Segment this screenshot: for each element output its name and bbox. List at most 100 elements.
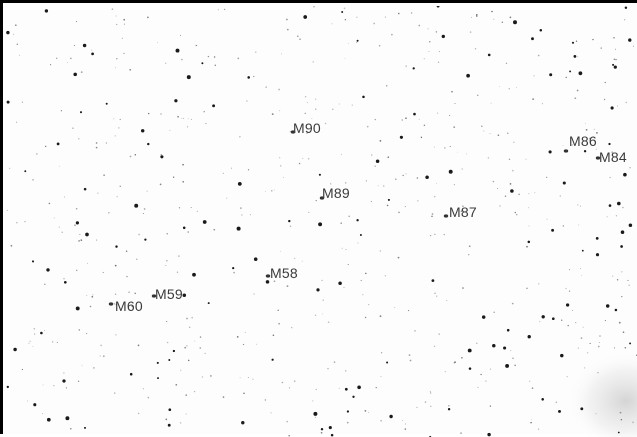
star: [84, 426, 86, 429]
star: [140, 129, 145, 133]
star: [417, 200, 419, 202]
star: [346, 410, 350, 413]
star: [380, 376, 382, 378]
star: [86, 333, 88, 335]
star: [571, 144, 573, 146]
star: [74, 224, 76, 227]
star: [404, 206, 406, 208]
star: [609, 176, 611, 179]
star: [286, 420, 289, 423]
galaxy-mark-m90: [290, 130, 296, 134]
star: [136, 258, 138, 260]
star: [75, 221, 79, 225]
star: [402, 174, 404, 177]
star: [338, 387, 340, 389]
star: [599, 342, 601, 343]
star: [32, 179, 34, 181]
star: [322, 313, 324, 315]
star: [465, 153, 467, 155]
star: [454, 102, 456, 105]
star: [597, 345, 600, 348]
star: [474, 48, 477, 50]
star: [207, 302, 210, 305]
star: [345, 182, 347, 184]
galaxy-mark-m89: [319, 196, 325, 200]
star: [9, 167, 11, 169]
star: [115, 245, 118, 248]
star: [539, 321, 541, 323]
star: [129, 372, 133, 376]
star: [303, 15, 308, 19]
star: [526, 245, 528, 248]
star: [230, 167, 232, 169]
star: [65, 387, 67, 389]
star: [338, 103, 340, 105]
star: [288, 434, 291, 437]
star: [597, 371, 599, 374]
star: [116, 23, 118, 26]
star: [105, 142, 107, 144]
star: [490, 368, 491, 370]
star: [513, 141, 515, 144]
star: [600, 47, 602, 49]
star: [405, 117, 407, 120]
star: [193, 390, 196, 393]
star: [185, 394, 187, 396]
star: [538, 428, 540, 430]
star: [368, 411, 370, 413]
star: [271, 358, 274, 361]
star: [182, 180, 185, 183]
star: [531, 387, 534, 389]
star: [313, 6, 315, 8]
star: [402, 419, 404, 421]
star: [6, 30, 10, 35]
star: [568, 290, 571, 292]
star: [460, 432, 462, 434]
star: [476, 15, 478, 17]
star: [493, 18, 495, 20]
star: [58, 165, 60, 167]
star: [278, 322, 280, 325]
star: [119, 185, 121, 187]
star: [56, 341, 58, 344]
star: [410, 12, 413, 14]
star: [134, 153, 137, 156]
star: [289, 225, 292, 227]
star: [91, 49, 93, 51]
galaxy-mark-m59: [151, 294, 157, 298]
star: [302, 158, 304, 159]
star: [186, 345, 188, 347]
star: [118, 127, 120, 129]
star: [399, 135, 403, 139]
star: [365, 272, 367, 275]
star: [511, 169, 514, 172]
star: [487, 157, 490, 159]
star: [190, 118, 193, 120]
star: [186, 317, 188, 320]
star: [24, 170, 27, 173]
star: [32, 345, 34, 347]
star: [108, 212, 110, 214]
star: [324, 122, 327, 125]
star: [621, 295, 623, 298]
star: [58, 226, 60, 228]
star: [312, 61, 314, 63]
star: [341, 154, 343, 155]
star: [36, 153, 38, 155]
galaxy-mark-m86: [563, 149, 569, 153]
star: [174, 99, 178, 103]
star: [281, 381, 284, 384]
star: [103, 174, 105, 176]
star: [614, 308, 618, 312]
star: [184, 346, 187, 349]
star: [201, 62, 204, 65]
star: [538, 283, 540, 285]
star: [113, 302, 116, 305]
star: [578, 224, 580, 226]
star: [144, 238, 147, 241]
star: [187, 359, 190, 362]
star: [331, 108, 334, 111]
star: [10, 244, 13, 247]
galaxy-label-m60: M60: [115, 298, 143, 314]
star: [546, 218, 548, 220]
